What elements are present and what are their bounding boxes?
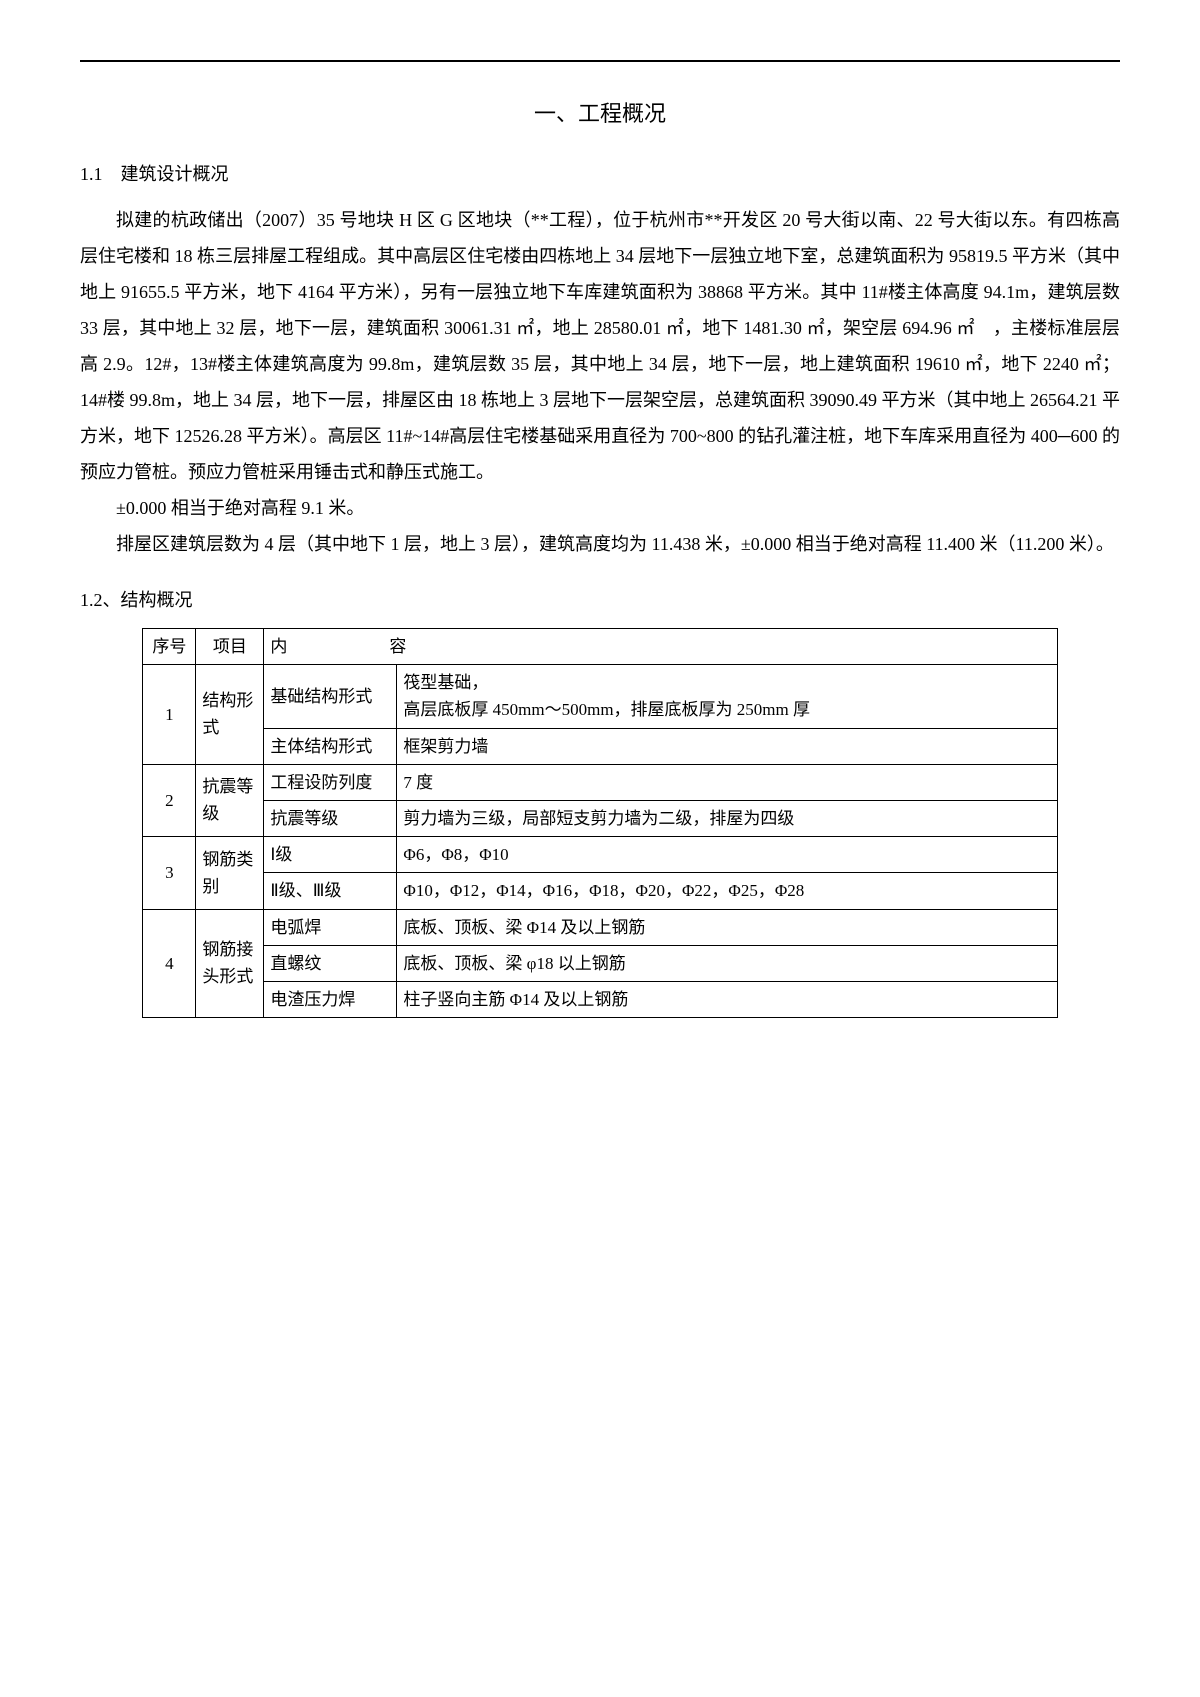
cell-sub-label: Ⅰ级 — [264, 837, 397, 873]
cell-item: 结构形式 — [196, 665, 264, 765]
cell-sub-value: 7 度 — [397, 764, 1057, 800]
cell-item: 钢筋接头形式 — [196, 909, 264, 1018]
cell-item: 钢筋类别 — [196, 837, 264, 909]
table-row: 3 钢筋类别 Ⅰ级 Φ6，Φ8，Φ10 — [143, 837, 1057, 873]
cell-seq: 1 — [143, 665, 196, 765]
table-row: 电渣压力焊 柱子竖向主筋 Φ14 及以上钢筋 — [143, 981, 1057, 1017]
cell-sub-value: Φ6，Φ8，Φ10 — [397, 837, 1057, 873]
paragraph-3: 排屋区建筑层数为 4 层（其中地下 1 层，地上 3 层），建筑高度均为 11.… — [80, 526, 1120, 562]
cell-sub-label: 抗震等级 — [264, 800, 397, 836]
cell-sub-value: 柱子竖向主筋 Φ14 及以上钢筋 — [397, 981, 1057, 1017]
paragraph-2: ±0.000 相当于绝对高程 9.1 米。 — [80, 490, 1120, 526]
cell-seq: 4 — [143, 909, 196, 1018]
table-row: 1 结构形式 基础结构形式 筏型基础， 高层底板厚 450mm～500mm，排屋… — [143, 665, 1057, 728]
cell-sub-value: 框架剪力墙 — [397, 728, 1057, 764]
section-1-1-heading: 1.1 建筑设计概况 — [80, 156, 1120, 192]
col-seq: 序号 — [143, 629, 196, 665]
table-row: 2 抗震等级 工程设防列度 7 度 — [143, 764, 1057, 800]
section-1-2-heading: 1.2、结构概况 — [80, 582, 1120, 618]
cell-sub-label: 直螺纹 — [264, 945, 397, 981]
doc-title: 一、工程概况 — [80, 92, 1120, 136]
top-rule — [80, 60, 1120, 62]
cell-sub-label: 电渣压力焊 — [264, 981, 397, 1017]
table-row: 抗震等级 剪力墙为三级，局部短支剪力墙为二级，排屋为四级 — [143, 800, 1057, 836]
col-content: 内 容 — [264, 629, 1057, 665]
cell-sub-value: 底板、顶板、梁 Φ14 及以上钢筋 — [397, 909, 1057, 945]
cell-seq: 2 — [143, 764, 196, 836]
table-header-row: 序号 项目 内 容 — [143, 629, 1057, 665]
cell-sub-label: Ⅱ级、Ⅲ级 — [264, 873, 397, 909]
cell-item: 抗震等级 — [196, 764, 264, 836]
table-row: 直螺纹 底板、顶板、梁 φ18 以上钢筋 — [143, 945, 1057, 981]
structure-table: 序号 项目 内 容 1 结构形式 基础结构形式 筏型基础， 高层底板厚 450m… — [142, 628, 1057, 1018]
table-row: 4 钢筋接头形式 电弧焊 底板、顶板、梁 Φ14 及以上钢筋 — [143, 909, 1057, 945]
table-row: 主体结构形式 框架剪力墙 — [143, 728, 1057, 764]
cell-sub-value: 剪力墙为三级，局部短支剪力墙为二级，排屋为四级 — [397, 800, 1057, 836]
cell-sub-value: 底板、顶板、梁 φ18 以上钢筋 — [397, 945, 1057, 981]
cell-seq: 3 — [143, 837, 196, 909]
cell-sub-value: 筏型基础， 高层底板厚 450mm～500mm，排屋底板厚为 250mm 厚 — [397, 665, 1057, 728]
table-row: Ⅱ级、Ⅲ级 Φ10，Φ12，Φ14，Φ16，Φ18，Φ20，Φ22，Φ25，Φ2… — [143, 873, 1057, 909]
cell-sub-label: 主体结构形式 — [264, 728, 397, 764]
cell-sub-label: 电弧焊 — [264, 909, 397, 945]
cell-sub-label: 工程设防列度 — [264, 764, 397, 800]
col-item: 项目 — [196, 629, 264, 665]
cell-sub-label: 基础结构形式 — [264, 665, 397, 728]
cell-sub-value: Φ10，Φ12，Φ14，Φ16，Φ18，Φ20，Φ22，Φ25，Φ28 — [397, 873, 1057, 909]
paragraph-1: 拟建的杭政储出（2007）35 号地块 H 区 G 区地块（**工程），位于杭州… — [80, 202, 1120, 490]
